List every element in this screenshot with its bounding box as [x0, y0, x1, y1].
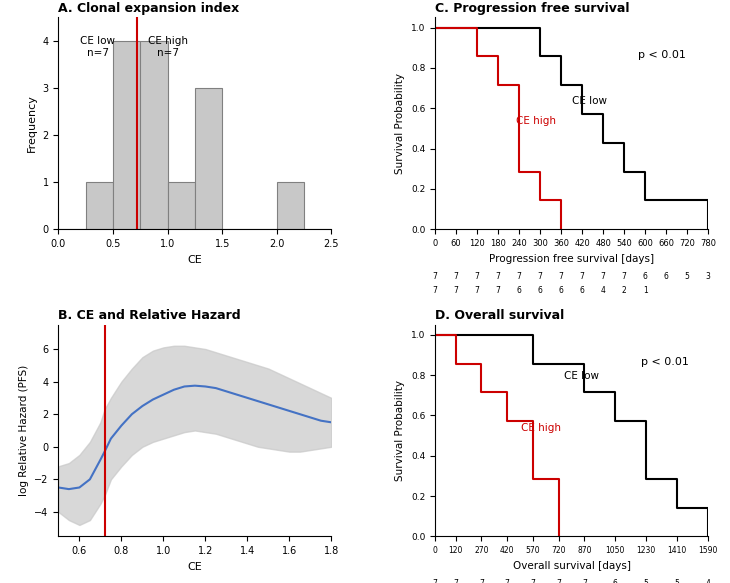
Bar — [277, 182, 304, 229]
Text: CE high
n=7: CE high n=7 — [147, 36, 188, 58]
Text: 3: 3 — [706, 272, 710, 280]
X-axis label: CE: CE — [188, 561, 202, 572]
Text: CE high: CE high — [521, 423, 561, 434]
Text: 7: 7 — [558, 272, 564, 280]
Text: 7: 7 — [453, 286, 458, 296]
Text: p < 0.01: p < 0.01 — [641, 357, 689, 367]
Text: 7: 7 — [474, 286, 480, 296]
Text: A. Clonal expansion index: A. Clonal expansion index — [58, 2, 239, 15]
Text: 7: 7 — [580, 272, 585, 280]
Text: 2: 2 — [622, 286, 626, 296]
Text: 7: 7 — [474, 272, 480, 280]
X-axis label: CE: CE — [188, 255, 202, 265]
Y-axis label: Survival Probability: Survival Probability — [396, 73, 405, 174]
Text: 7: 7 — [622, 272, 626, 280]
Text: 7: 7 — [517, 272, 521, 280]
Text: 6: 6 — [558, 286, 564, 296]
Text: 7: 7 — [453, 579, 458, 583]
Bar — [85, 182, 113, 229]
Text: CE low
n=7: CE low n=7 — [80, 36, 115, 58]
Text: 6: 6 — [517, 286, 521, 296]
Text: 7: 7 — [538, 272, 542, 280]
Text: 7: 7 — [504, 579, 510, 583]
Text: 5: 5 — [675, 579, 680, 583]
Text: 7: 7 — [433, 579, 437, 583]
Text: 7: 7 — [601, 272, 606, 280]
Text: p < 0.01: p < 0.01 — [638, 50, 686, 60]
Bar — [168, 182, 195, 229]
Text: 1: 1 — [642, 286, 648, 296]
Text: 5: 5 — [685, 272, 690, 280]
Text: 6: 6 — [642, 272, 648, 280]
Y-axis label: Survival Probability: Survival Probability — [396, 380, 405, 481]
Text: B. CE and Relative Hazard: B. CE and Relative Hazard — [58, 309, 241, 322]
Text: CE low: CE low — [572, 96, 607, 106]
Text: 7: 7 — [496, 272, 501, 280]
Text: 4: 4 — [706, 579, 710, 583]
X-axis label: Overall survival [days]: Overall survival [days] — [512, 561, 631, 571]
Y-axis label: Frequency: Frequency — [27, 94, 37, 152]
Text: D. Overall survival: D. Overall survival — [435, 309, 564, 322]
Text: 7: 7 — [479, 579, 484, 583]
Text: 7: 7 — [496, 286, 501, 296]
Text: 7: 7 — [453, 272, 458, 280]
Text: 7: 7 — [433, 272, 437, 280]
Y-axis label: log Relative Hazard (PFS): log Relative Hazard (PFS) — [19, 365, 28, 496]
Bar — [140, 41, 168, 229]
Text: 7: 7 — [556, 579, 561, 583]
Text: CE low: CE low — [564, 371, 599, 381]
Text: 7: 7 — [582, 579, 587, 583]
Bar — [113, 41, 140, 229]
Text: 7: 7 — [531, 579, 535, 583]
Text: 6: 6 — [580, 286, 585, 296]
Text: C. Progression free survival: C. Progression free survival — [435, 2, 629, 15]
Text: CE high: CE high — [515, 117, 556, 127]
Text: 5: 5 — [644, 579, 649, 583]
X-axis label: Progression free survival [days]: Progression free survival [days] — [489, 254, 654, 264]
Bar — [195, 88, 222, 229]
Text: 7: 7 — [433, 286, 437, 296]
Text: 4: 4 — [601, 286, 606, 296]
Text: 6: 6 — [664, 272, 669, 280]
Text: 6: 6 — [613, 579, 618, 583]
Text: 6: 6 — [538, 286, 542, 296]
